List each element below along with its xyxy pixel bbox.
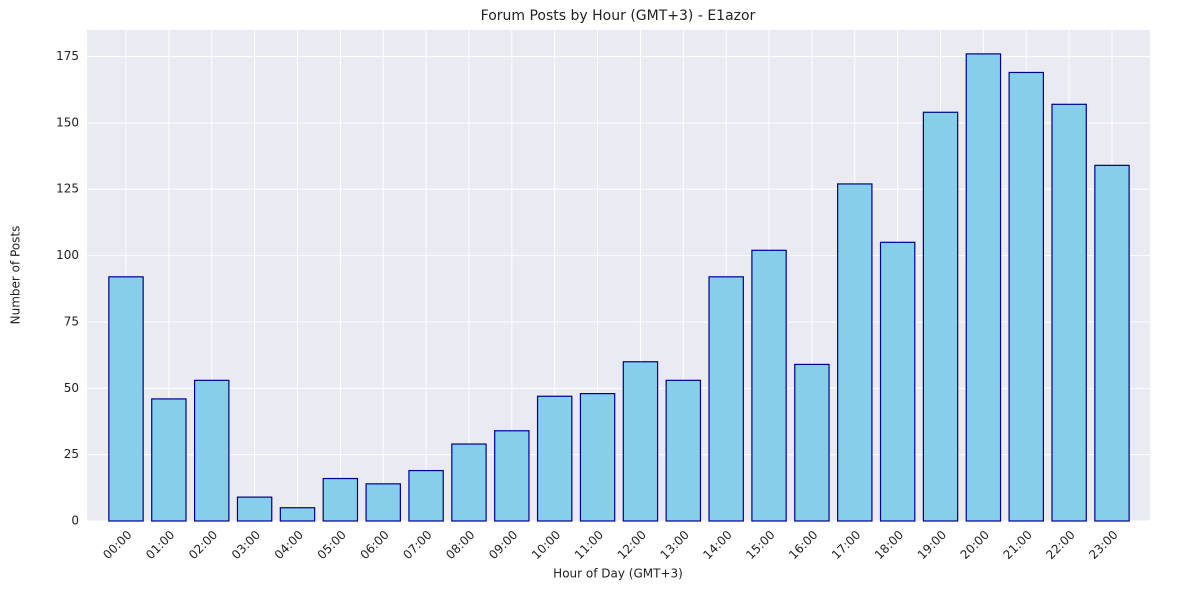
x-axis-label: Hour of Day (GMT+3) (553, 567, 683, 581)
y-tick-label: 0 (71, 514, 79, 528)
y-tick-label: 25 (64, 447, 79, 461)
x-tick-label: 06:00 (357, 528, 391, 562)
x-tick-label: 08:00 (443, 528, 477, 562)
y-tick-label: 125 (56, 182, 79, 196)
bar (236, 496, 273, 522)
y-axis-label: Number of Posts (9, 226, 23, 325)
x-tick-label: 16:00 (786, 528, 820, 562)
bar (708, 276, 744, 522)
x-tick-label: 18:00 (872, 528, 906, 562)
x-tick-label: 13:00 (658, 528, 692, 562)
bar (1051, 103, 1087, 522)
x-tick-label: 07:00 (400, 528, 434, 562)
bar (751, 249, 787, 522)
x-tick-label: 22:00 (1043, 528, 1077, 562)
y-tick-label: 100 (56, 248, 79, 262)
y-tick-label: 150 (56, 115, 79, 129)
bar (622, 361, 659, 522)
x-tick-label: 23:00 (1086, 528, 1120, 562)
bar (879, 241, 916, 522)
bar (965, 53, 1002, 522)
bar (193, 379, 230, 522)
x-tick-label: 09:00 (486, 528, 520, 562)
bar (1008, 71, 1045, 522)
x-tick-label: 20:00 (958, 528, 992, 562)
bar (279, 507, 316, 522)
bar (1094, 164, 1130, 522)
x-tick-label: 10:00 (529, 528, 563, 562)
bar (579, 393, 616, 522)
x-tick-label: 11:00 (572, 528, 606, 562)
bar (536, 395, 573, 522)
x-tick-label: 04:00 (272, 528, 306, 562)
x-tick-label: 21:00 (1000, 528, 1034, 562)
x-tick-label: 14:00 (700, 528, 734, 562)
x-tick-label: 03:00 (229, 528, 263, 562)
bar (837, 183, 873, 522)
bar (365, 483, 401, 522)
y-tick-label: 175 (56, 49, 79, 63)
bar (794, 363, 830, 522)
bar (451, 443, 487, 522)
x-tick-label: 12:00 (615, 528, 649, 562)
bar (322, 477, 359, 522)
bar (108, 276, 144, 522)
x-tick-label: 05:00 (315, 528, 349, 562)
x-tick-label: 17:00 (829, 528, 863, 562)
x-tick-label: 19:00 (915, 528, 949, 562)
x-tick-label: 15:00 (743, 528, 777, 562)
y-tick-label: 50 (64, 381, 79, 395)
chart-title: Forum Posts by Hour (GMT+3) - E1azor (481, 8, 756, 24)
x-tick-label: 01:00 (143, 528, 177, 562)
bar (151, 398, 187, 522)
bar (922, 111, 959, 522)
bar (665, 379, 702, 522)
y-tick-label: 75 (64, 314, 79, 328)
x-tick-label: 00:00 (100, 528, 134, 562)
bar (408, 469, 444, 522)
x-tick-label: 02:00 (186, 528, 220, 562)
bar (494, 430, 530, 522)
